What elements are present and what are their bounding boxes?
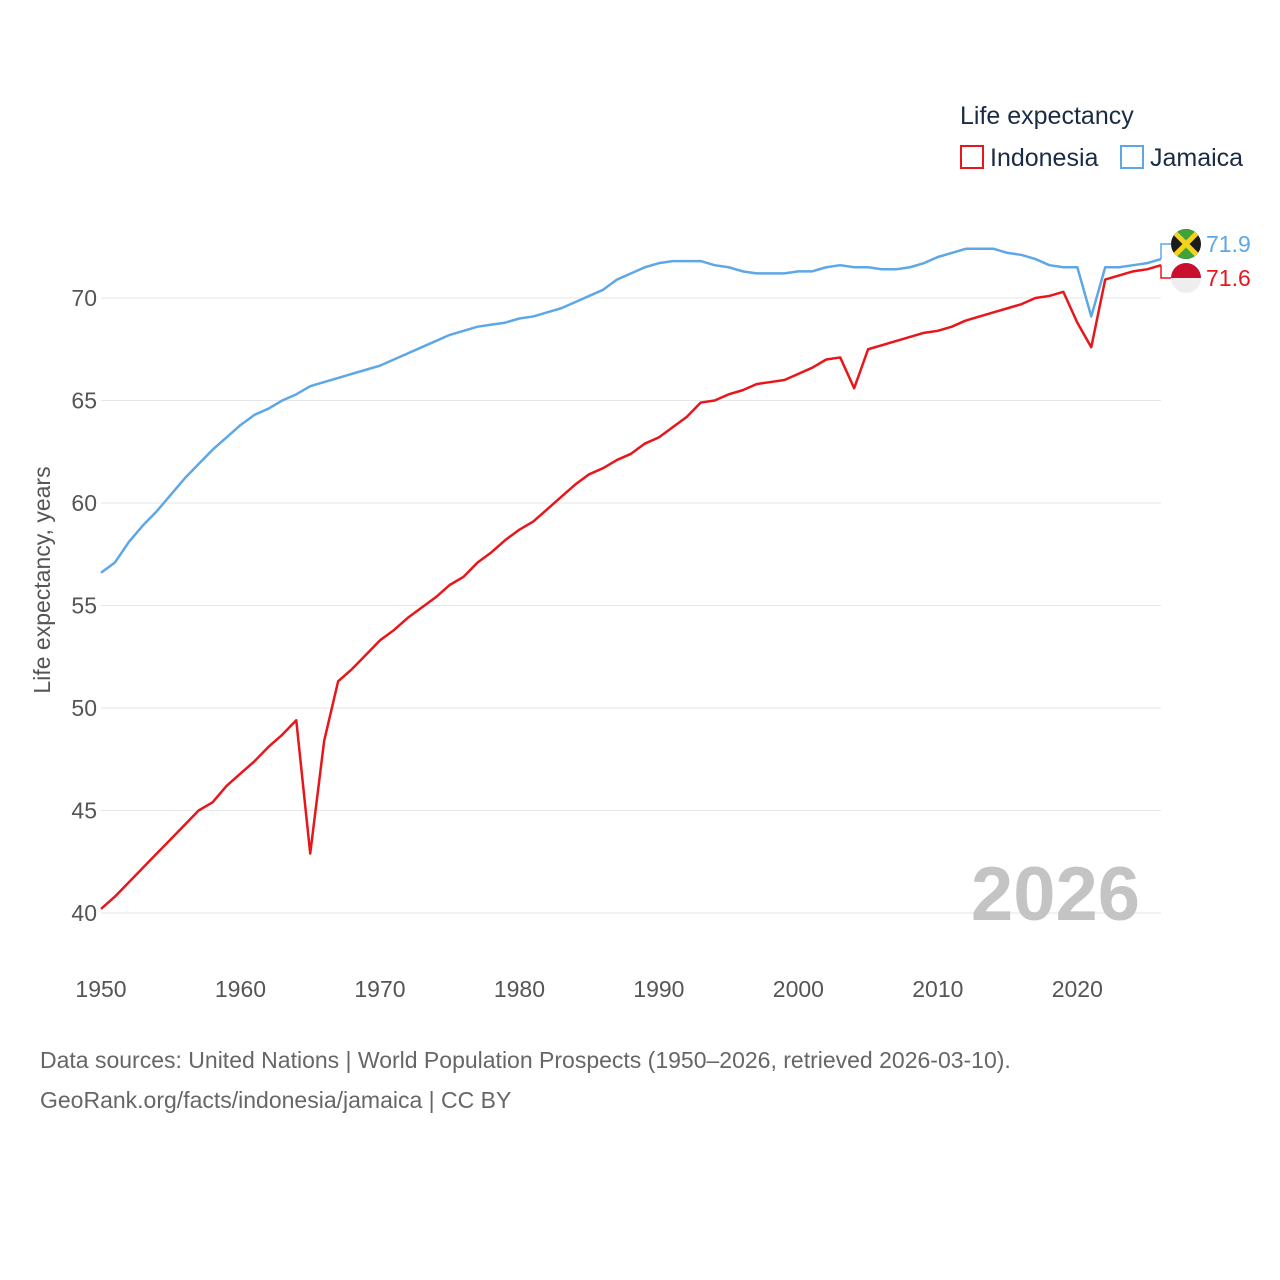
series-lines (100, 247, 1162, 910)
gridlines (101, 297, 1161, 914)
legend-item-jamaica[interactable]: Jamaica (1120, 144, 1243, 172)
y-tick-label: 55 (71, 593, 97, 619)
x-tick-label: 1990 (633, 976, 684, 1002)
x-tick-label: 1970 (354, 976, 405, 1002)
legend-swatch-indonesia (960, 145, 984, 169)
legend-item-indonesia[interactable]: Indonesia (960, 144, 1099, 172)
legend-label-jamaica: Jamaica (1150, 144, 1243, 172)
jamaica-flag-icon (1171, 229, 1201, 259)
legend-title: Life expectancy (960, 102, 1134, 130)
life-expectancy-chart: 40 45 50 55 60 65 70 1950 1960 1970 1980 1990 2000 2… (29, 102, 1251, 1002)
footer: Data sources: United Nations | World Pop… (40, 1040, 1260, 1120)
y-tick-label: 40 (71, 900, 97, 926)
x-axis-ticks: 1950 1960 1970 1980 1990 2000 2010 2020 (75, 976, 1102, 1002)
legend: Life expectancy Indonesia Jamaica (960, 102, 1243, 172)
x-tick-label: 2020 (1052, 976, 1103, 1002)
end-markers: 71.6 71.9 (1160, 229, 1251, 293)
series-line-indonesia (100, 264, 1162, 910)
y-tick-label: 45 (71, 798, 97, 824)
indonesia-flag-icon (1171, 263, 1201, 293)
legend-label-indonesia: Indonesia (990, 144, 1099, 172)
x-tick-label: 2000 (773, 976, 824, 1002)
y-axis-ticks: 40 45 50 55 60 65 70 (71, 285, 97, 926)
legend-swatch-jamaica (1120, 145, 1144, 169)
end-label-indonesia: 71.6 (1206, 265, 1251, 291)
data-sources-note: Data sources: United Nations | World Pop… (40, 1047, 1011, 1073)
y-axis-title: Life expectancy, years (29, 466, 55, 693)
x-tick-label: 2010 (912, 976, 963, 1002)
series-line-jamaica (100, 247, 1162, 574)
y-tick-label: 70 (71, 285, 97, 311)
x-tick-label: 1980 (494, 976, 545, 1002)
y-tick-label: 60 (71, 490, 97, 516)
x-tick-label: 1960 (215, 976, 266, 1002)
current-year-label: 2026 (971, 852, 1140, 937)
end-label-jamaica: 71.9 (1206, 231, 1251, 257)
end-connector-indonesia (1160, 265, 1171, 279)
end-connector-jamaica (1160, 243, 1171, 259)
y-tick-label: 50 (71, 695, 97, 721)
y-tick-label: 65 (71, 388, 97, 414)
credit-link[interactable]: GeoRank.org/facts/indonesia/jamaica | CC… (40, 1087, 512, 1113)
x-tick-label: 1950 (75, 976, 126, 1002)
